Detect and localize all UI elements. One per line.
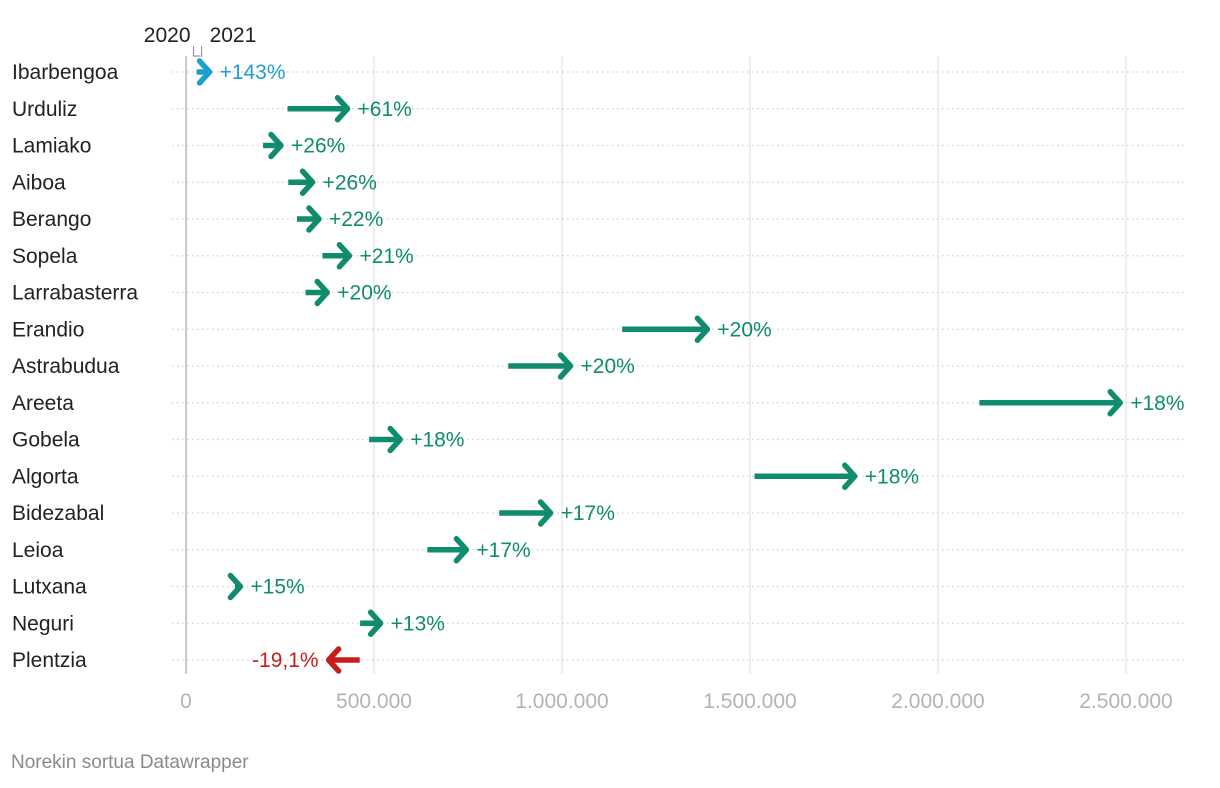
arrow-chart: 2020 2021 Ibarbengoa +143% Urduliz +61% Lamia… xyxy=(12,24,1186,713)
arrow-head xyxy=(306,205,322,233)
arrow-mark xyxy=(305,278,331,307)
arrows xyxy=(196,58,1123,674)
change-label: +18% xyxy=(865,465,919,488)
row-label: Plentzia xyxy=(12,649,87,672)
arrow-mark xyxy=(227,572,244,601)
change-label: +61% xyxy=(358,98,412,121)
arrow-head xyxy=(694,315,711,343)
arrow-mark xyxy=(287,95,351,123)
row-label: Lamiako xyxy=(12,135,91,158)
row-label: Gobela xyxy=(12,429,80,452)
row-label: Larrabasterra xyxy=(12,282,138,305)
row-label: Leioa xyxy=(12,539,64,562)
arrow-head xyxy=(537,499,554,527)
arrow-head xyxy=(336,242,353,270)
arrow-head xyxy=(325,646,342,674)
change-label: +20% xyxy=(337,282,391,305)
x-tick-label: 2.500.000 xyxy=(1079,690,1172,713)
arrow-mark xyxy=(508,352,574,380)
legend: 2020 2021 xyxy=(144,24,256,57)
row-label: Areeta xyxy=(12,392,74,415)
row-label: Urduliz xyxy=(12,98,77,121)
x-tick-label: 1.500.000 xyxy=(703,690,796,713)
arrow-head xyxy=(268,131,284,160)
arrow-mark xyxy=(263,131,284,160)
arrow-mark xyxy=(196,58,213,86)
change-label: +18% xyxy=(410,429,464,452)
arrow-head xyxy=(1107,389,1123,417)
arrow-head xyxy=(334,95,351,123)
change-label: +17% xyxy=(476,539,530,562)
row-label: Bidezabal xyxy=(12,502,104,525)
arrow-head xyxy=(367,609,384,637)
arrow-head xyxy=(387,425,403,454)
arrow-head xyxy=(453,536,470,564)
change-label: +20% xyxy=(717,318,771,341)
footer-credit: Norekin sortua Datawrapper xyxy=(11,752,249,773)
change-label: -19,1% xyxy=(252,649,319,672)
change-label: +21% xyxy=(359,245,413,268)
change-label: +143% xyxy=(220,61,286,84)
arrow-head xyxy=(196,58,213,86)
change-label: +26% xyxy=(323,171,377,194)
arrow-head xyxy=(299,168,316,196)
row-label: Neguri xyxy=(12,612,74,635)
change-label: +22% xyxy=(329,208,383,231)
arrow-head xyxy=(557,352,574,380)
x-tick-label: 500.000 xyxy=(336,690,412,713)
arrow-mark xyxy=(360,609,384,637)
arrow-mark xyxy=(622,315,711,343)
row-label: Astrabudua xyxy=(12,355,120,378)
arrow-mark xyxy=(754,462,858,490)
legend-to-label: 2021 xyxy=(210,24,257,47)
row-guides xyxy=(172,71,1186,661)
arrow-head xyxy=(842,462,858,490)
change-label: +20% xyxy=(581,355,635,378)
row-label: Ibarbengoa xyxy=(12,61,119,84)
change-label: +18% xyxy=(1130,392,1184,415)
change-label: +15% xyxy=(250,576,304,599)
arrow-mark xyxy=(296,205,322,233)
row-label: Berango xyxy=(12,208,91,231)
row-label: Algorta xyxy=(12,465,79,488)
arrow-mark xyxy=(427,536,470,564)
row-label: Lutxana xyxy=(12,576,87,599)
legend-from-tick xyxy=(192,46,201,57)
arrow-mark xyxy=(325,646,360,674)
arrow-head xyxy=(314,278,331,307)
legend-from-label: 2020 xyxy=(144,24,191,47)
x-tick-label: 0 xyxy=(180,690,192,713)
x-axis-ticks: 0 500.000 1.000.000 1.500.000 2.000.000 2.500… xyxy=(180,690,1173,713)
row-label: Sopela xyxy=(12,245,78,268)
row-labels: Ibarbengoa +143% Urduliz +61% Lamiako +26% Aib… xyxy=(12,61,1185,672)
arrow-head xyxy=(227,572,244,601)
row-label: Aiboa xyxy=(12,171,66,194)
arrow-mark xyxy=(322,242,353,270)
arrow-mark xyxy=(979,389,1123,417)
x-tick-label: 2.000.000 xyxy=(891,690,984,713)
change-label: +26% xyxy=(291,135,345,158)
row-label: Erandio xyxy=(12,318,84,341)
arrow-mark xyxy=(499,499,554,527)
change-label: +17% xyxy=(561,502,615,525)
x-tick-label: 1.000.000 xyxy=(515,690,608,713)
arrow-mark xyxy=(369,425,403,454)
change-label: +13% xyxy=(391,612,445,635)
arrow-mark xyxy=(288,168,316,196)
